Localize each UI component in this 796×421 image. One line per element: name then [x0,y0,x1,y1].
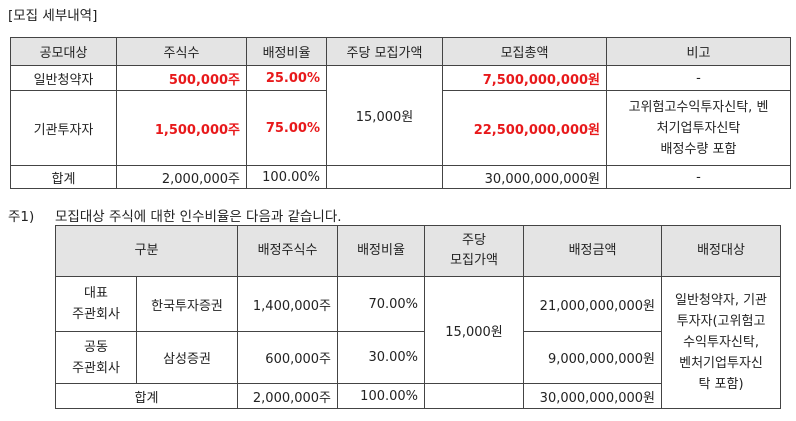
table-row: 대표 주관회사 한국투자증권 1,400,000주 70.00% 15,000원… [55,276,782,409]
target-cell: 기관투자자 [10,90,117,166]
role-line: 주관회사 [72,307,120,322]
ratio-cell: 30.00% [337,331,426,384]
ratio-cell: 25.00% [246,65,327,91]
table-header-row: 구분 배정주식수 배정비율 주당 모집가액 배정금액 배정대상 [54,225,782,277]
company-cell: 한국투자증권 [135,276,239,332]
target-line: 수익투자신탁, [683,335,759,350]
target-line: 벤처기업투자신 [679,356,763,371]
amount-cell: 30,000,000,000원 [523,383,663,409]
underwriting-table: 구분 배정주식수 배정비율 주당 모집가액 배정금액 배정대상 대표 주관회사 … [54,225,782,409]
footnote-text: 모집대상 주식에 대한 인수비율은 다음과 같습니다. [55,209,342,225]
ratio-cell: 75.00% [246,90,327,166]
table-row: 공동 주관회사 삼성증권 600,000주 30.00% 9,000,000,0… [55,331,781,384]
shares-cell: 2,000,000주 [116,165,247,189]
role-cell: 대표 주관회사 [55,276,137,332]
note-line: 처기업투자신탁 [656,120,741,136]
target-line: 탁 포함) [698,377,744,392]
unit-price-cell: 15,000원 [424,276,525,384]
header-category: 구분 [54,225,239,277]
ratio-cell: 100.00% [246,165,327,189]
section-title: [모집 세부내역] [8,8,98,24]
footnote-marker: 주1) [8,209,35,225]
header-note: 비고 [606,37,791,66]
total-cell: 22,500,000,000원 [442,90,607,166]
header-shares: 주식수 [116,37,247,66]
amount-cell: 9,000,000,000원 [523,331,663,384]
role-line: 대표 [84,286,108,301]
ratio-cell: 100.00% [337,383,426,409]
note-cell: 고위험고수익투자신탁, 벤 처기업투자신탁 배정수량 포함 [606,90,791,166]
unit-price-cell: 15,000원 [326,65,443,166]
total-label-cell: 합계 [54,383,239,409]
target-cell: 합계 [10,165,117,189]
table-total-row: 합계 2,000,000주 100.00% 30,000,000,000원 - [10,165,791,189]
role-line: 주관회사 [72,360,120,376]
company-cell: 삼성증권 [135,331,239,384]
role-line: 공동 [84,339,108,355]
header-unit-price-line: 주당 [462,233,486,248]
header-amount: 배정금액 [523,225,663,277]
shares-cell: 2,000,000주 [237,383,339,409]
header-ratio: 배정비율 [246,37,327,66]
header-ratio: 배정비율 [337,225,426,277]
shares-cell: 500,000주 [116,65,247,91]
note-cell: - [606,65,791,91]
header-total: 모집총액 [442,37,607,66]
target-line: 일반청약자, 기관 [675,293,768,308]
target-line: 투자자(고위험고 [676,314,766,329]
header-unit-price-line: 모집가액 [450,253,498,268]
unit-price-empty-cell [424,383,525,409]
note-line: 배정수량 포함 [660,141,737,157]
note-line: 고위험고수익투자신탁, 벤 [628,99,769,115]
header-unit-price: 주당 모집가액 [424,225,525,277]
header-unit-price: 주당 모집가액 [326,37,443,66]
note-cell: - [606,165,791,189]
total-cell: 30,000,000,000원 [442,165,607,189]
shares-cell: 1,400,000주 [237,276,339,332]
offering-detail-table: 공모대상 주식수 배정비율 주당 모집가액 모집총액 비고 일반청약자 500,… [10,37,791,189]
target-cell: 일반청약자 [10,65,117,91]
unit-price-empty-cell [326,165,443,189]
shares-cell: 600,000주 [237,331,339,384]
amount-cell: 21,000,000,000원 [523,276,663,332]
ratio-cell: 70.00% [337,276,426,332]
table-row: 기관투자자 1,500,000주 75.00% 22,500,000,000원 … [10,90,791,166]
role-cell: 공동 주관회사 [55,331,137,384]
table-row: 일반청약자 500,000주 25.00% 15,000원 7,500,000,… [10,65,791,166]
header-shares: 배정주식수 [237,225,339,277]
total-cell: 7,500,000,000원 [442,65,607,91]
header-allocation-target: 배정대상 [661,225,782,277]
table-header-row: 공모대상 주식수 배정비율 주당 모집가액 모집총액 비고 [10,37,791,66]
shares-cell: 1,500,000주 [116,90,247,166]
header-target: 공모대상 [10,37,117,66]
table-total-row: 합계 2,000,000주 100.00% 30,000,000,000원 [54,383,781,409]
allocation-target-cell: 일반청약자, 기관 투자자(고위험고 수익투자신탁, 벤처기업투자신 탁 포함) [661,276,782,409]
